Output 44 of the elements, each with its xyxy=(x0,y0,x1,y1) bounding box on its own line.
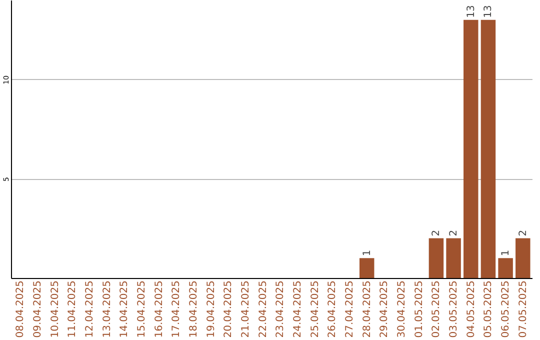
x-tick-label: 15.04.2025 xyxy=(136,280,148,338)
data-label: 1 xyxy=(362,250,373,256)
data-label: 1 xyxy=(500,250,512,256)
x-tick-label: 09.04.2025 xyxy=(32,280,44,338)
x-tick-label: 12.04.2025 xyxy=(84,280,96,338)
x-tick-label: 20.04.2025 xyxy=(223,280,234,338)
x-tick-label: 13.04.2025 xyxy=(102,280,113,338)
bar xyxy=(498,258,513,278)
data-label: 2 xyxy=(431,230,442,236)
x-tick-label: 11.04.2025 xyxy=(67,280,78,338)
data-label: 13 xyxy=(483,5,494,18)
bar xyxy=(516,238,530,278)
x-tick-label: 24.04.2025 xyxy=(292,280,304,338)
bar xyxy=(464,20,478,278)
x-tick-label: 26.04.2025 xyxy=(327,280,338,338)
x-tick-label: 27.04.2025 xyxy=(344,280,356,338)
x-tick-label: 06.05.2025 xyxy=(500,280,512,338)
data-label: 2 xyxy=(518,230,529,236)
x-tick-label: 04.05.2025 xyxy=(466,280,477,338)
bar xyxy=(359,258,374,278)
x-tick-label: 01.05.2025 xyxy=(414,280,425,338)
x-tick-label: 17.04.2025 xyxy=(171,280,182,338)
x-tick-label: 21.04.2025 xyxy=(240,280,252,338)
x-tick-label: 05.05.2025 xyxy=(483,280,494,338)
x-tick-label: 08.04.2025 xyxy=(15,280,26,338)
x-tick-label: 07.05.2025 xyxy=(518,280,529,338)
x-tick-label: 18.04.2025 xyxy=(188,280,200,338)
x-tick-label: 16.04.2025 xyxy=(154,280,165,338)
x-tick-label: 30.04.2025 xyxy=(396,280,408,338)
x-tick-label: 25.04.2025 xyxy=(310,280,321,338)
x-tick-label: 10.04.2025 xyxy=(50,280,61,338)
x-tick-label: 29.04.2025 xyxy=(379,280,390,338)
x-tick-label: 23.04.2025 xyxy=(275,280,286,338)
data-label: 13 xyxy=(466,5,477,18)
data-label: 2 xyxy=(448,230,460,236)
x-tick-label: 14.04.2025 xyxy=(119,280,130,338)
bar xyxy=(428,238,444,278)
x-tick-label: 19.04.2025 xyxy=(206,280,217,338)
x-tick-label: 22.04.2025 xyxy=(258,280,269,338)
x-tick-label: 02.05.2025 xyxy=(431,280,442,338)
bar xyxy=(480,20,496,278)
bar xyxy=(446,238,461,278)
x-tick-label: 28.04.2025 xyxy=(362,280,373,338)
x-tick-label: 03.05.2025 xyxy=(448,280,460,338)
